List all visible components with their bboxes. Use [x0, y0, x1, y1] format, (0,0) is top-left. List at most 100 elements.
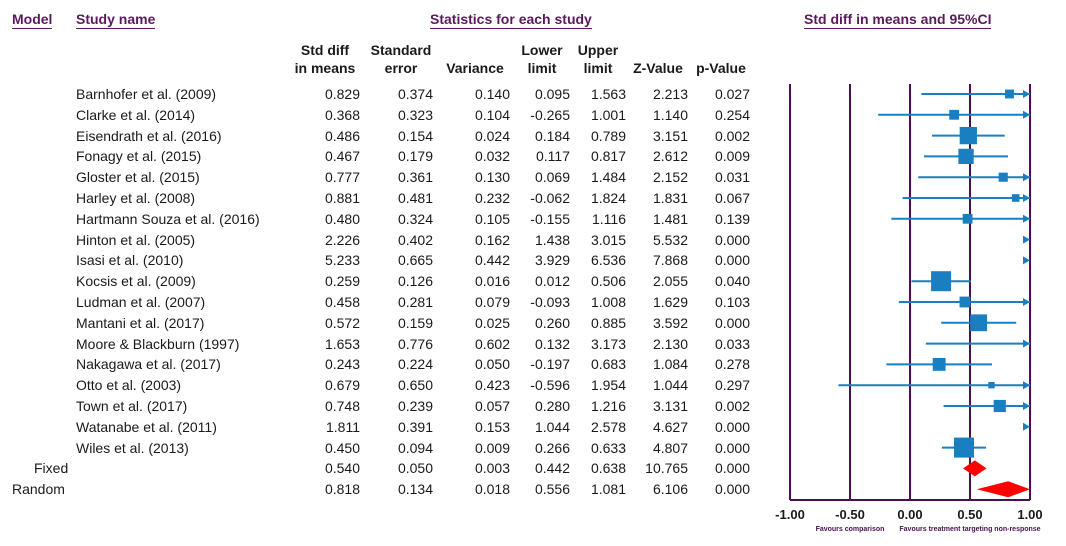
value-z: 3.151: [652, 127, 688, 144]
table-row: Ludman et al. (2007) 0.458 0.281 0.079 -0.09…: [0, 292, 770, 313]
value-lower: 1.044: [534, 418, 570, 435]
value-lower: 0.069: [534, 169, 570, 186]
point-estimate: [970, 314, 988, 332]
value-z: 2.130: [652, 335, 688, 352]
value-upper: 0.683: [590, 356, 626, 373]
value-se: 0.324: [397, 210, 433, 227]
value-z: 1.481: [652, 210, 688, 227]
value-upper: 0.885: [590, 314, 626, 331]
value-upper: 1.216: [590, 398, 626, 414]
table-row: Harley et al. (2008) 0.881 0.481 0.232 -0.06…: [0, 188, 770, 209]
table-row: Barnhofer et al. (2009) 0.829 0.374 0.140 0.…: [0, 84, 770, 105]
table-row: Eisendrath et al. (2016) 0.486 0.154 0.024 0…: [0, 126, 770, 147]
point-estimate: [949, 109, 960, 120]
x-tick-label: 1.00: [1017, 507, 1042, 522]
value-p: 0.000: [714, 231, 750, 248]
value-upper: 1.954: [590, 377, 626, 394]
ci-arrow-right: [1023, 422, 1030, 431]
table-row: Watanabe et al. (2011) 1.811 0.391 0.153 1.0…: [0, 417, 770, 438]
value-p: 0.067: [714, 190, 750, 206]
value-es: 0.259: [324, 273, 360, 290]
value-var: 0.016: [474, 273, 510, 290]
ci-arrow-right: [1023, 339, 1030, 348]
value-lower: 0.442: [534, 460, 570, 477]
ci-arrow-right: [1023, 256, 1030, 265]
value-p: 0.033: [714, 335, 750, 352]
value-var: 0.079: [474, 294, 510, 310]
study-name: Eisendrath et al. (2016): [76, 127, 222, 144]
value-z: 6.106: [652, 481, 688, 498]
value-upper: 0.789: [590, 127, 626, 144]
value-lower: 0.012: [534, 273, 570, 290]
value-p: 0.000: [714, 418, 750, 435]
statistics-header: Statistics for each study: [430, 11, 592, 29]
value-var: 0.442: [474, 252, 510, 269]
value-z: 3.592: [652, 314, 688, 331]
x-tick-label: -0.50: [835, 507, 865, 522]
col-p-value: p-Value: [696, 60, 746, 76]
pooled-diamond: [976, 481, 1030, 498]
pooled-row: Random 0.818 0.134 0.018 0.556 1.081 6.106 0.00…: [0, 479, 770, 500]
value-p: 0.009: [714, 148, 750, 165]
value-upper: 3.173: [590, 335, 626, 352]
value-es: 0.243: [324, 356, 360, 373]
value-es: 0.572: [324, 314, 360, 331]
value-upper: 6.536: [590, 252, 626, 269]
col-lower-limit: Lower limit: [521, 42, 563, 76]
value-p: 0.103: [714, 294, 750, 310]
value-se: 0.776: [397, 335, 433, 352]
value-var: 0.162: [474, 231, 510, 248]
value-lower: 0.260: [534, 314, 570, 331]
study-name: Fonagy et al. (2015): [76, 148, 202, 165]
point-estimate: [954, 437, 974, 458]
study-name: Barnhofer et al. (2009): [76, 86, 217, 102]
value-upper: 0.638: [590, 460, 626, 477]
study-name: Gloster et al. (2015): [76, 169, 200, 186]
point-estimate: [1005, 89, 1014, 99]
table-row: Gloster et al. (2015) 0.777 0.361 0.130 0.06…: [0, 167, 770, 188]
value-es: 0.679: [324, 377, 360, 394]
value-es: 0.450: [324, 439, 360, 456]
value-es: 0.748: [324, 398, 360, 414]
value-lower: -0.265: [530, 106, 570, 123]
x-tick-label: -1.00: [775, 507, 805, 522]
value-lower: 0.095: [534, 86, 570, 102]
value-se: 0.665: [397, 252, 433, 269]
value-p: 0.000: [714, 314, 750, 331]
table-row: Isasi et al. (2010) 5.233 0.665 0.442 3.929 6…: [0, 250, 770, 271]
value-z: 2.213: [652, 86, 688, 102]
favours-right-label: Favours treatment targeting non-response: [899, 526, 1040, 533]
value-var: 0.153: [474, 418, 510, 435]
value-lower: 1.438: [534, 231, 570, 248]
value-z: 3.131: [652, 398, 688, 414]
study-name: Watanabe et al. (2011): [76, 418, 217, 435]
study-name: Town et al. (2017): [76, 398, 188, 414]
value-se: 0.126: [397, 273, 433, 290]
value-lower: 0.556: [534, 481, 570, 498]
value-var: 0.003: [474, 460, 510, 477]
ci-arrow-right: [1023, 173, 1030, 182]
x-tick-label: 0.50: [957, 507, 982, 522]
study-name-header: Study name: [76, 11, 156, 29]
value-se: 0.154: [397, 127, 433, 144]
value-z: 1.629: [652, 294, 688, 310]
value-es: 0.368: [324, 106, 360, 123]
value-var: 0.602: [474, 335, 510, 352]
ci-arrow-right: [1023, 110, 1030, 119]
ci-arrow-right: [1023, 235, 1030, 244]
value-es: 0.467: [324, 148, 360, 165]
value-var: 0.423: [474, 377, 510, 394]
value-var: 0.232: [474, 190, 510, 206]
value-es: 0.829: [324, 86, 360, 102]
point-estimate: [988, 382, 995, 389]
ci-arrow-right: [1023, 214, 1030, 223]
value-z: 5.532: [652, 231, 688, 248]
x-tick-label: 0.00: [897, 507, 922, 522]
value-upper: 0.506: [590, 273, 626, 290]
col-z-value: Z-Value: [633, 60, 683, 76]
table-row: Clarke et al. (2014) 0.368 0.323 0.104 -0.26…: [0, 105, 770, 126]
value-es: 5.233: [324, 252, 360, 269]
value-lower: -0.197: [530, 356, 570, 373]
study-name: Clarke et al. (2014): [76, 106, 196, 123]
ci-arrow-right: [1023, 194, 1030, 202]
